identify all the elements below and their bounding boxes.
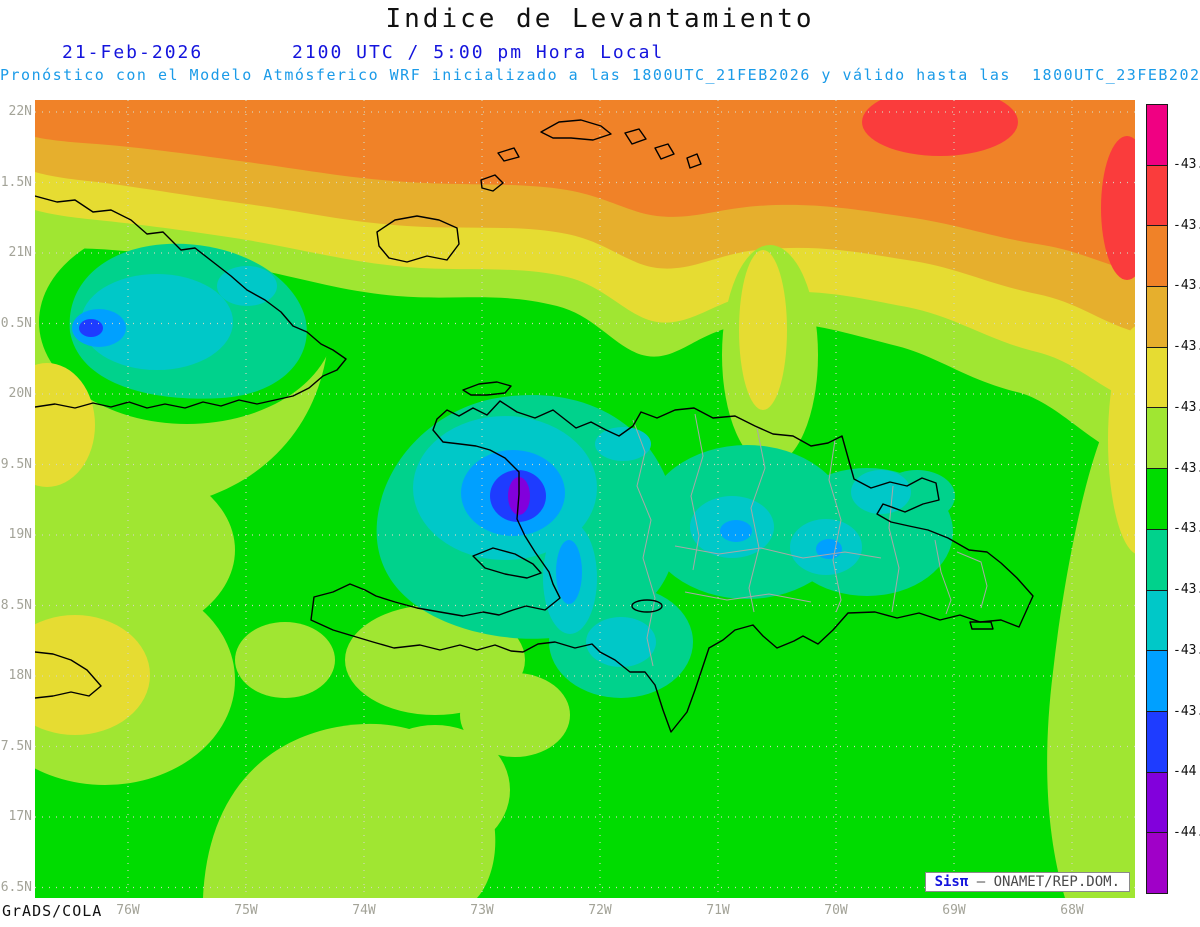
colorbar-label: -43.8 xyxy=(1173,582,1200,598)
x-axis-label: 71W xyxy=(706,903,730,918)
colorbar-label: -43.6 xyxy=(1173,339,1200,355)
x-axis-label: 74W xyxy=(352,903,376,918)
forecast-note: Pronóstico con el Modelo Atmósferico WRF… xyxy=(0,66,1200,84)
colorbar-label: -44 xyxy=(1173,764,1197,780)
colorbar-segment xyxy=(1146,164,1168,227)
colorbar-segment xyxy=(1146,589,1168,652)
x-axis-label: 70W xyxy=(824,903,848,918)
colorbar-segment xyxy=(1146,771,1168,834)
y-axis-label: 0.5N xyxy=(0,315,32,331)
colorbar-label: -43.5 xyxy=(1173,156,1200,172)
x-axis-label: 75W xyxy=(234,903,258,918)
colorbar-segment xyxy=(1146,468,1168,530)
y-axis-label: 19N xyxy=(8,527,32,542)
colorbar-label: -43.7 xyxy=(1173,399,1200,415)
y-axis-label: 18N xyxy=(8,668,32,683)
watermark-suffix: – ONAMET/REP.DOM. xyxy=(968,874,1120,890)
colorbar-label: -43.9 xyxy=(1173,703,1200,719)
watermark-brand: Sisπ xyxy=(934,874,969,890)
x-axis-label: 73W xyxy=(470,903,494,918)
y-axis-label: 1.5N xyxy=(0,174,32,190)
grid-lines xyxy=(35,100,1135,898)
colorbar-label: -43.6 xyxy=(1173,278,1200,294)
colorbar-segment xyxy=(1146,225,1168,288)
colorbar-segment xyxy=(1146,407,1168,470)
forecast-time: 2100 UTC / 5:00 pm Hora Local xyxy=(292,42,665,63)
colorbar-segment xyxy=(1146,286,1168,348)
contour-field xyxy=(0,88,1172,898)
colorbar-label: -43.5 xyxy=(1173,217,1200,233)
y-axis-label: 7.5N xyxy=(0,738,32,754)
colorbar-label: -43.9 xyxy=(1173,642,1200,658)
forecast-date: 21-Feb-2026 xyxy=(62,42,204,63)
colorbar-label: -43.7 xyxy=(1173,460,1200,476)
map-canvas xyxy=(0,88,1172,898)
y-axis-label: 20N xyxy=(8,386,32,401)
colorbar-segment xyxy=(1146,528,1168,591)
x-axis-label: 76W xyxy=(116,903,140,918)
contour-map xyxy=(0,88,1172,898)
colorbar-segment xyxy=(1146,710,1168,773)
y-axis-label: 8.5N xyxy=(0,597,32,613)
colorbar-segment xyxy=(1146,650,1168,712)
colorbar-label: -44.0 xyxy=(1173,825,1200,841)
colorbar-label: -43.8 xyxy=(1173,521,1200,537)
colorbar-segment xyxy=(1146,104,1168,166)
y-axis-label: 22N xyxy=(8,104,32,119)
y-axis-label: 9.5N xyxy=(0,456,32,472)
page-title: Indice de Levantamiento xyxy=(385,4,815,34)
grads-credit: GrADS/COLA xyxy=(2,902,103,920)
province-borders xyxy=(632,413,988,667)
y-axis-label: 21N xyxy=(8,245,32,260)
watermark-box: Sisπ – ONAMET/REP.DOM. xyxy=(924,872,1130,892)
colorbar-segment xyxy=(1146,832,1168,894)
colorbar-segment xyxy=(1146,346,1168,409)
coastlines xyxy=(34,119,1034,733)
x-axis-label: 72W xyxy=(588,903,612,918)
x-axis-label: 69W xyxy=(942,903,966,918)
y-axis-label: 6.5N xyxy=(0,879,32,895)
x-axis-label: 68W xyxy=(1060,903,1084,918)
y-axis-label: 17N xyxy=(8,809,32,824)
colorbar xyxy=(1146,104,1168,894)
